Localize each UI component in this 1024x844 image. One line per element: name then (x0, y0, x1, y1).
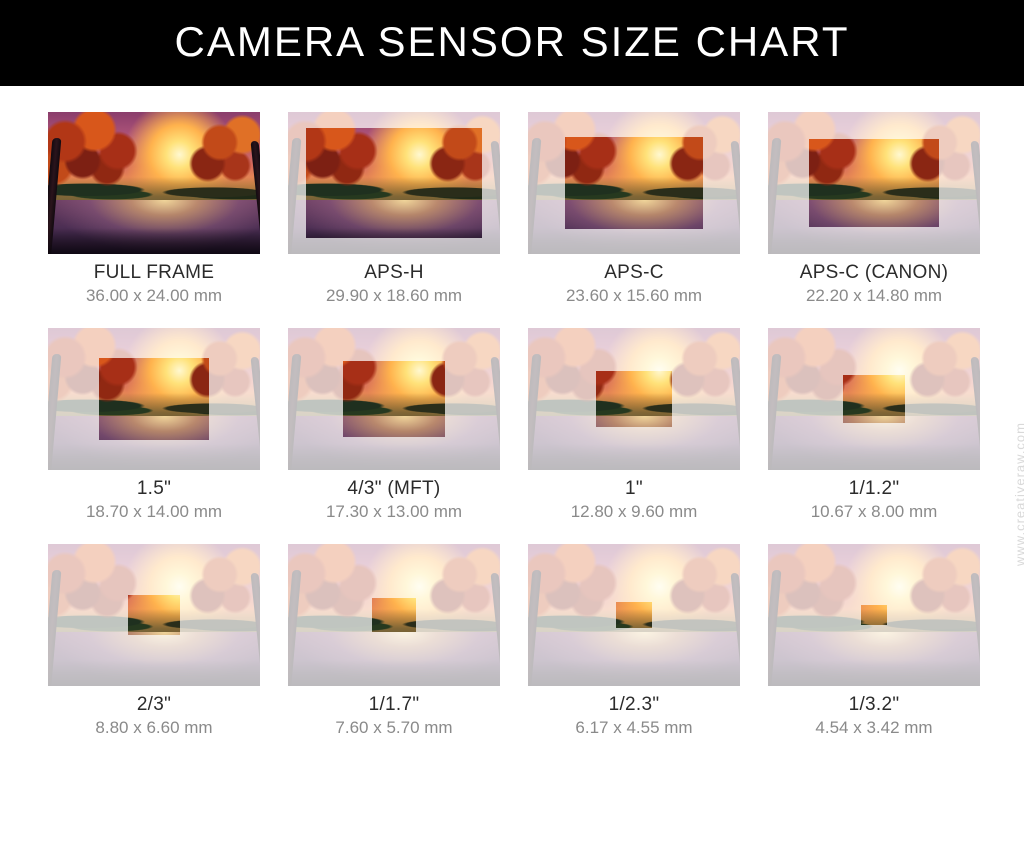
sensor-crop (306, 128, 482, 238)
sensor-dimensions: 23.60 x 15.60 mm (566, 286, 702, 306)
sensor-cell: 1/3.2"4.54 x 3.42 mm (768, 544, 980, 738)
sensor-name: FULL FRAME (94, 262, 215, 284)
sensor-cell: 1/2.3"6.17 x 4.55 mm (528, 544, 740, 738)
sensor-cell: FULL FRAME36.00 x 24.00 mm (48, 112, 260, 306)
watermark: www.creativeraw.com (1013, 422, 1024, 566)
sensor-crop (343, 361, 445, 438)
sensor-crop (99, 358, 209, 441)
sensor-thumb (528, 544, 740, 686)
sensor-thumb (528, 328, 740, 470)
sensor-cell: 1/1.7"7.60 x 5.70 mm (288, 544, 500, 738)
sensor-cell: APS-C (CANON)22.20 x 14.80 mm (768, 112, 980, 306)
sample-scene (128, 595, 180, 634)
sensor-name: 1/1.2" (849, 478, 900, 500)
sensor-name: APS-C (CANON) (800, 262, 949, 284)
sensor-crop (128, 595, 180, 634)
sample-scene (372, 598, 417, 632)
sensor-dimensions: 4.54 x 3.42 mm (815, 718, 932, 738)
sample-scene (843, 375, 906, 422)
sensor-crop (372, 598, 417, 632)
sample-scene (306, 128, 482, 238)
sensor-thumb (768, 328, 980, 470)
sample-scene (809, 139, 940, 227)
sensor-thumb (288, 112, 500, 254)
sensor-name: 1/2.3" (609, 694, 660, 716)
sensor-crop (809, 139, 940, 227)
sensor-dimensions: 18.70 x 14.00 mm (86, 502, 222, 522)
sample-scene (48, 112, 260, 254)
sensor-thumb (288, 328, 500, 470)
sample-scene (99, 358, 209, 441)
sensor-name: 1.5" (137, 478, 171, 500)
sensor-grid: FULL FRAME36.00 x 24.00 mm APS-H29.90 x … (0, 86, 1024, 748)
sensor-crop (596, 371, 671, 428)
sensor-cell: APS-H29.90 x 18.60 mm (288, 112, 500, 306)
sensor-dimensions: 6.17 x 4.55 mm (575, 718, 692, 738)
sensor-name: APS-H (364, 262, 424, 284)
sensor-thumb (288, 544, 500, 686)
sensor-cell: 1.5"18.70 x 14.00 mm (48, 328, 260, 522)
sensor-name: 1/1.7" (369, 694, 420, 716)
sensor-cell: 1"12.80 x 9.60 mm (528, 328, 740, 522)
sensor-crop (565, 137, 704, 229)
sample-scene (565, 137, 704, 229)
page-title: CAMERA SENSOR SIZE CHART (0, 0, 1024, 86)
sensor-thumb (768, 544, 980, 686)
sample-scene (861, 605, 888, 625)
sensor-dimensions: 36.00 x 24.00 mm (86, 286, 222, 306)
sensor-dimensions: 8.80 x 6.60 mm (95, 718, 212, 738)
sample-scene (616, 602, 652, 629)
sensor-name: 4/3" (MFT) (347, 478, 440, 500)
sensor-cell: 2/3"8.80 x 6.60 mm (48, 544, 260, 738)
sensor-name: 1" (625, 478, 643, 500)
sensor-cell: 1/1.2"10.67 x 8.00 mm (768, 328, 980, 522)
sample-scene (596, 371, 671, 428)
sensor-dimensions: 17.30 x 13.00 mm (326, 502, 462, 522)
sensor-dimensions: 10.67 x 8.00 mm (811, 502, 938, 522)
sensor-crop (616, 602, 652, 629)
sensor-crop (843, 375, 906, 422)
sensor-crop (861, 605, 888, 625)
sensor-cell: 4/3" (MFT)17.30 x 13.00 mm (288, 328, 500, 522)
sensor-thumb (48, 112, 260, 254)
sensor-dimensions: 22.20 x 14.80 mm (806, 286, 942, 306)
sample-scene (343, 361, 445, 438)
sensor-dimensions: 7.60 x 5.70 mm (335, 718, 452, 738)
sensor-name: 2/3" (137, 694, 171, 716)
sensor-thumb (528, 112, 740, 254)
sensor-name: APS-C (604, 262, 664, 284)
sensor-thumb (768, 112, 980, 254)
sensor-cell: APS-C23.60 x 15.60 mm (528, 112, 740, 306)
sensor-thumb (48, 544, 260, 686)
sensor-dimensions: 12.80 x 9.60 mm (571, 502, 698, 522)
sensor-name: 1/3.2" (849, 694, 900, 716)
sensor-dimensions: 29.90 x 18.60 mm (326, 286, 462, 306)
sensor-thumb (48, 328, 260, 470)
